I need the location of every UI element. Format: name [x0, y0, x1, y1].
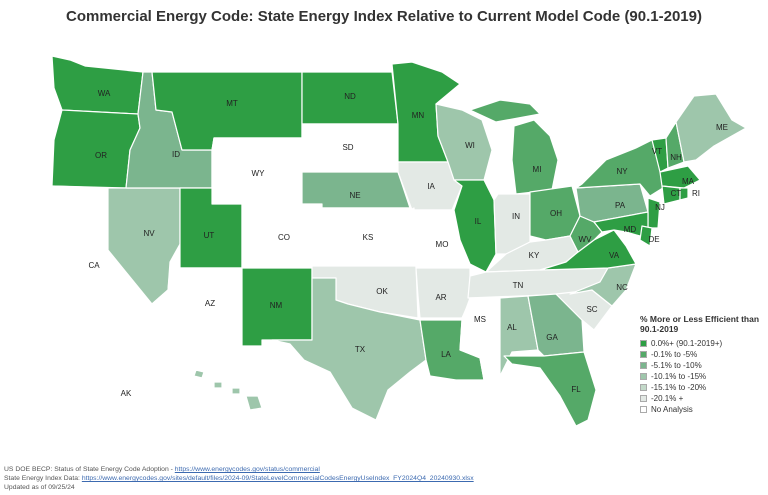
- state-MD[interactable]: [593, 211, 649, 237]
- state-NJ[interactable]: [647, 197, 661, 229]
- label-NE: NE: [349, 191, 360, 200]
- label-ME: ME: [716, 123, 728, 132]
- legend-label: No Analysis: [651, 404, 693, 414]
- label-MD: MD: [624, 225, 637, 234]
- legend-label: -5.1% to -10%: [651, 360, 702, 370]
- label-ID: ID: [172, 150, 180, 159]
- label-MS: MS: [474, 315, 486, 324]
- state-FL[interactable]: [503, 351, 597, 427]
- label-OH: OH: [550, 209, 562, 218]
- footer-line-2: State Energy Index Data: https://www.ene…: [4, 475, 474, 482]
- label-TX: TX: [355, 345, 366, 354]
- page-title: Commercial Energy Code: State Energy Ind…: [65, 8, 702, 25]
- label-AR: AR: [435, 293, 446, 302]
- label-TN: TN: [513, 281, 524, 290]
- legend-swatch: [640, 361, 647, 369]
- status-link[interactable]: https://www.energycodes.gov/status/comme…: [174, 466, 320, 473]
- legend-item: 0.0%+ (90.1-2019+): [640, 338, 764, 348]
- state-DE[interactable]: [639, 225, 653, 247]
- label-WY: WY: [252, 169, 266, 178]
- legend-item: No Analysis: [640, 404, 764, 414]
- label-IA: IA: [427, 182, 435, 191]
- label-NV: NV: [143, 229, 155, 238]
- data-link[interactable]: https://www.energycodes.gov/sites/defaul…: [81, 475, 474, 482]
- label-OR: OR: [95, 151, 107, 160]
- state-MA[interactable]: [659, 165, 701, 189]
- legend-swatch: [640, 372, 647, 380]
- label-CO: CO: [278, 233, 290, 242]
- legend-item: -10.1% to -15%: [640, 371, 764, 381]
- label-NH: NH: [670, 153, 682, 162]
- state-AR[interactable]: [415, 267, 471, 319]
- label-IN: IN: [512, 212, 520, 221]
- legend-label: 0.0%+ (90.1-2019+): [651, 338, 723, 348]
- label-NM: NM: [270, 301, 283, 310]
- legend-swatch: [640, 405, 647, 413]
- label-AZ: AZ: [205, 299, 215, 308]
- label-WA: WA: [98, 89, 111, 98]
- state-ME[interactable]: [675, 93, 747, 163]
- label-KS: KS: [363, 233, 374, 242]
- label-VA: VA: [609, 251, 620, 260]
- label-LA: LA: [441, 350, 451, 359]
- legend-title: % More or Less Efficient than 90.1-2019: [640, 314, 760, 334]
- footer: US DOE BECP: Status of State Energy Code…: [4, 465, 764, 492]
- label-SC: SC: [586, 305, 597, 314]
- label-CA: CA: [88, 261, 100, 270]
- state-IL[interactable]: [453, 179, 497, 273]
- label-DE: DE: [648, 235, 659, 244]
- legend-swatch: [640, 383, 647, 391]
- legend-item: -0.1% to -5%: [640, 349, 764, 359]
- footer-line-3: Updated as of 09/25/24: [4, 484, 75, 491]
- state-MI-upper[interactable]: [469, 99, 541, 123]
- label-MA: MA: [682, 177, 695, 186]
- legend-item: -15.1% to -20%: [640, 382, 764, 392]
- label-RI: RI: [692, 189, 700, 198]
- label-SD: SD: [342, 143, 353, 152]
- state-NE[interactable]: [301, 171, 411, 209]
- label-MI: MI: [533, 165, 542, 174]
- legend-item: -5.1% to -10%: [640, 360, 764, 370]
- label-MN: MN: [412, 111, 425, 120]
- label-WI: WI: [465, 141, 475, 150]
- label-WV: WV: [579, 235, 593, 244]
- legend-label: -15.1% to -20%: [651, 382, 707, 392]
- state-RI[interactable]: [679, 187, 689, 201]
- legend: % More or Less Efficient than 90.1-2019 …: [640, 314, 764, 415]
- label-NY: NY: [616, 167, 628, 176]
- label-GA: GA: [546, 333, 558, 342]
- label-VT: VT: [652, 147, 662, 156]
- label-CT: CT: [671, 189, 682, 198]
- label-NC: NC: [616, 283, 628, 292]
- label-NJ: NJ: [655, 203, 665, 212]
- label-PA: PA: [615, 201, 626, 210]
- legend-item: -20.1% +: [640, 393, 764, 403]
- legend-label: -10.1% to -15%: [651, 371, 707, 381]
- state-WA[interactable]: [51, 55, 144, 115]
- legend-swatch: [640, 350, 647, 358]
- label-FL: FL: [571, 385, 581, 394]
- label-ND: ND: [344, 92, 356, 101]
- legend-label: -20.1% +: [651, 393, 684, 403]
- label-AL: AL: [507, 323, 517, 332]
- legend-swatch: [640, 394, 647, 402]
- label-IL: IL: [475, 217, 482, 226]
- label-AK: AK: [121, 389, 132, 398]
- label-MO: MO: [436, 240, 449, 249]
- state-MI[interactable]: [511, 119, 559, 195]
- label-MT: MT: [226, 99, 238, 108]
- state-NC[interactable]: [569, 263, 637, 307]
- state-AK[interactable]: [89, 361, 191, 427]
- state-TX[interactable]: [271, 277, 427, 421]
- state-HI[interactable]: [193, 369, 263, 411]
- footer-line-1: US DOE BECP: Status of State Energy Code…: [4, 466, 320, 473]
- us-state-map: WA OR CA NV ID MT WY UT AZ CO NM ND SD N…: [51, 55, 747, 427]
- label-OK: OK: [376, 287, 388, 296]
- label-KY: KY: [529, 251, 540, 260]
- label-UT: UT: [204, 231, 215, 240]
- legend-label: -0.1% to -5%: [651, 349, 698, 359]
- legend-swatch: [640, 339, 647, 347]
